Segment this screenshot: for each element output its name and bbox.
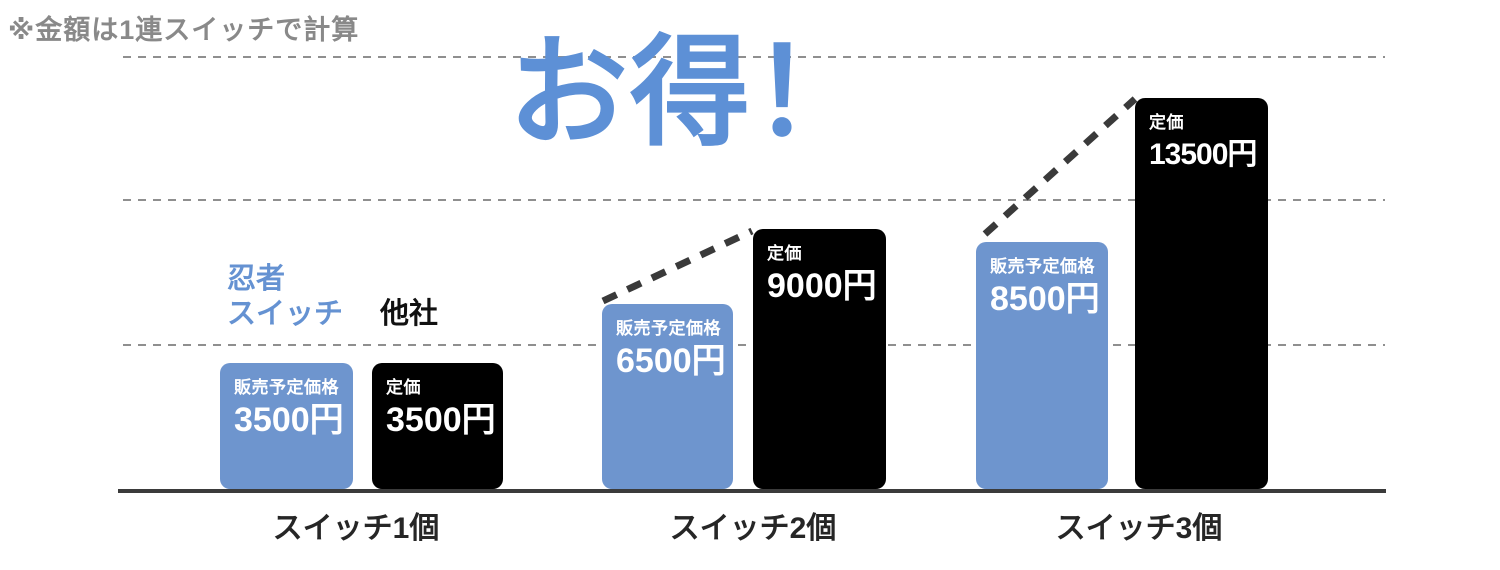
legend-ninja-switch: 忍者 スイッチ: [227, 262, 343, 332]
legend-other-company: 他社: [380, 298, 439, 330]
bar-other-2switch: 定価 9000円: [753, 229, 886, 489]
x-axis-label-3switch: スイッチ3個: [1055, 512, 1223, 545]
x-axis-label-1switch: スイッチ1個: [272, 512, 440, 545]
bar-ninja-2switch-price: 6500円: [616, 342, 726, 380]
gridline-15000yen: [123, 56, 1385, 58]
bar-ninja-1switch-price: 3500円: [234, 401, 344, 439]
legend-ninja-line2: スイッチ: [227, 298, 344, 330]
calculation-note: ※金額は1連スイッチで計算: [8, 15, 360, 45]
bar-other-3switch: 定価 13500円: [1135, 98, 1268, 489]
gridline-10000yen: [123, 199, 1385, 201]
bar-other-1switch: 定価 3500円: [372, 363, 503, 489]
bar-other-3switch-price: 13500円: [1149, 138, 1257, 171]
bar-ninja-1switch-label: 販売予定価格: [234, 378, 339, 397]
bar-ninja-3switch-label: 販売予定価格: [990, 257, 1095, 276]
bar-ninja-1switch: 販売予定価格 3500円: [220, 363, 353, 489]
bar-ninja-2switch: 販売予定価格 6500円: [602, 304, 733, 489]
headline-otoku: お得！: [508, 26, 874, 160]
x-axis-line: [118, 489, 1386, 493]
bar-other-2switch-price: 9000円: [767, 267, 877, 305]
bar-other-1switch-price: 3500円: [386, 401, 496, 439]
diff-line-group3: [982, 96, 1138, 237]
bar-other-1switch-label: 定価: [386, 378, 421, 397]
bar-other-3switch-label: 定価: [1149, 113, 1184, 132]
bar-ninja-3switch-price: 8500円: [990, 280, 1100, 318]
bar-ninja-3switch: 販売予定価格 8500円: [976, 242, 1108, 489]
bar-other-2switch-label: 定価: [767, 244, 802, 263]
legend-ninja-line1: 忍者: [227, 263, 286, 295]
diff-line-group2: [601, 227, 754, 305]
x-axis-label-2switch: スイッチ2個: [669, 512, 837, 545]
bar-ninja-2switch-label: 販売予定価格: [616, 319, 721, 338]
